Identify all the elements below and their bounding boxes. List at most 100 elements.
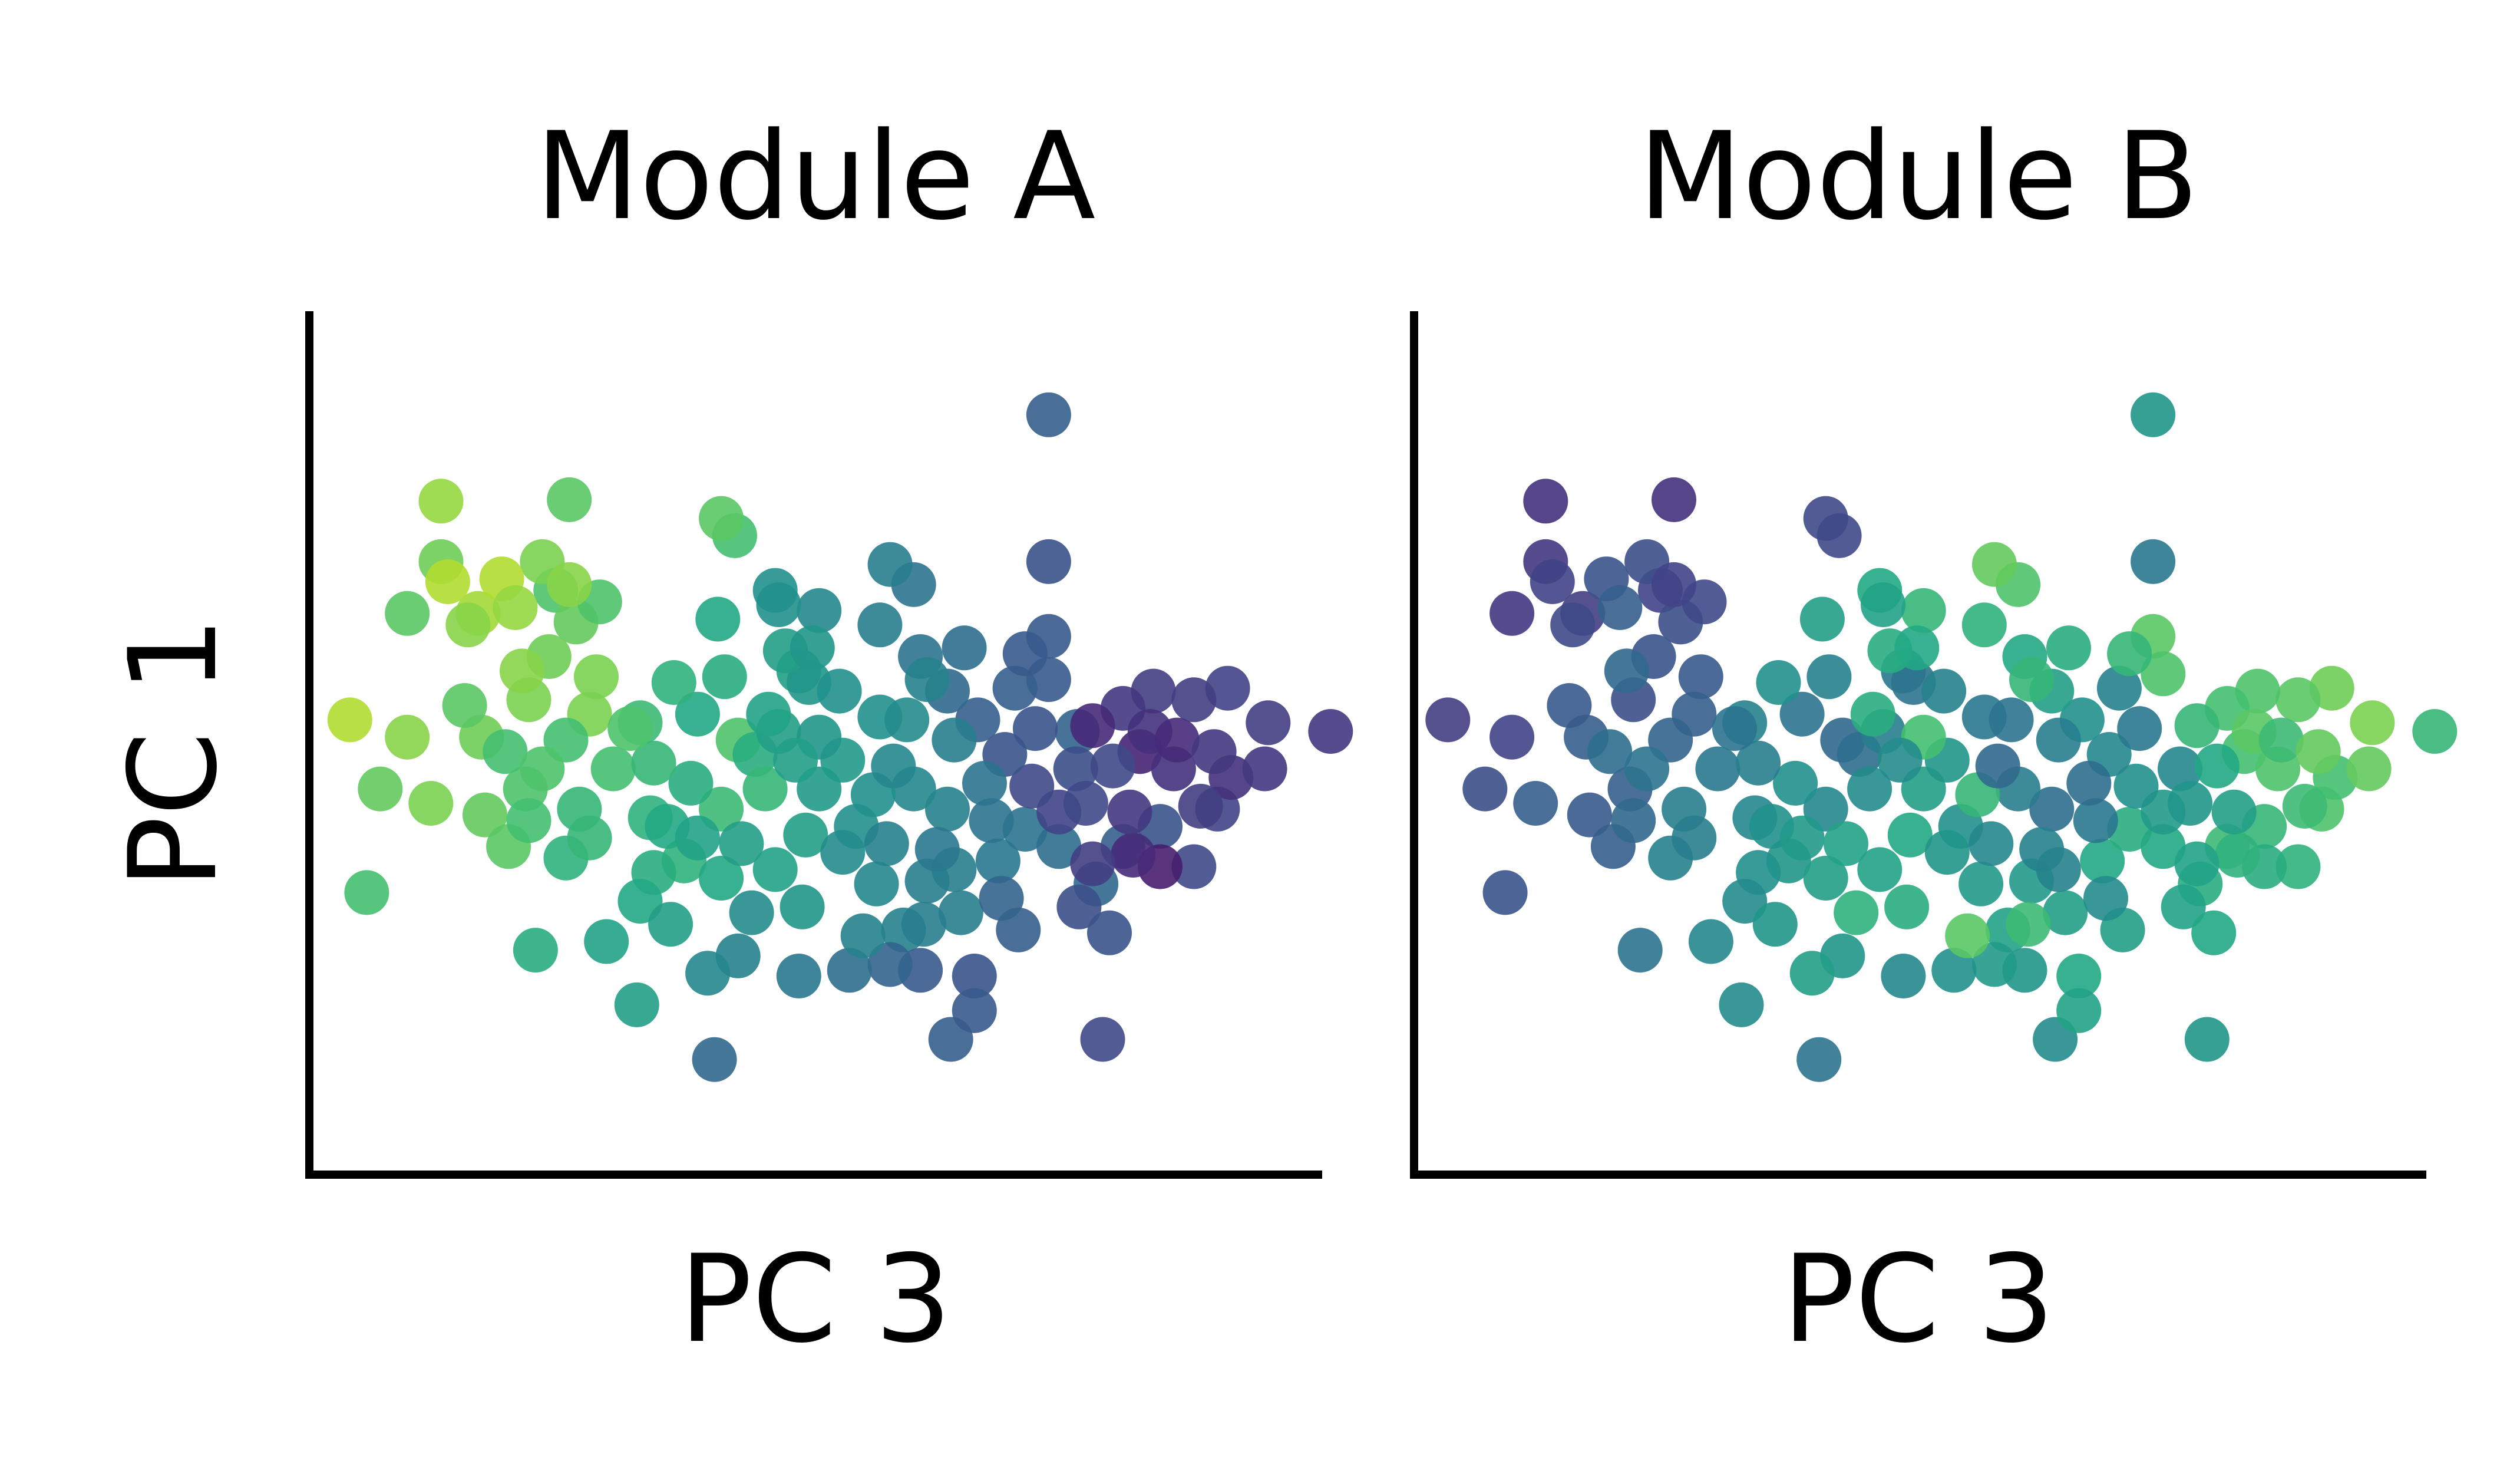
scatter-point: [1154, 717, 1200, 763]
scatter-point: [1712, 706, 1757, 751]
scatter-point: [1425, 697, 1471, 743]
scatter-point: [1462, 766, 1508, 812]
scatter-point: [358, 766, 403, 812]
scatter-point: [2107, 631, 2152, 677]
scatter-point: [1695, 746, 1740, 792]
scatter-point: [1877, 737, 1923, 783]
scatter-point: [1624, 746, 1670, 792]
scatter-point: [1847, 766, 1893, 812]
scatter-point: [2194, 743, 2240, 789]
scatter-point: [631, 740, 676, 786]
scatter-point: [1308, 709, 1353, 754]
scatter-point: [1779, 691, 1825, 737]
scatter-point: [1722, 879, 1768, 924]
scatter-point: [1242, 746, 1287, 792]
scatter-point: [952, 988, 997, 1033]
scatter-point: [2191, 910, 2237, 955]
scatter-point: [547, 477, 592, 522]
panel-module-a: Module A PC 3: [305, 107, 1353, 1370]
scatter-point: [1013, 706, 1058, 751]
scatter-point: [1604, 648, 1649, 694]
scatter-point: [2083, 876, 2128, 921]
scatter-point: [1009, 763, 1055, 809]
scatter-point: [2056, 954, 2102, 998]
scatter-point: [1789, 951, 1835, 996]
scatter-point: [2096, 665, 2142, 711]
scatter-point: [2275, 844, 2321, 889]
scatter-point: [2350, 700, 2395, 746]
scatter-point: [344, 870, 389, 915]
scatter-point: [2019, 827, 2065, 872]
scatter-point: [590, 746, 636, 792]
scatter-point: [1834, 890, 1879, 935]
scatter-point: [1884, 884, 1930, 929]
scatter-point: [483, 729, 528, 774]
scatter-point: [1550, 602, 1596, 648]
scatter-point: [1931, 948, 1977, 993]
scatter-point: [1824, 821, 1868, 866]
scatter-point: [1171, 677, 1217, 723]
scatter-point: [1178, 783, 1223, 829]
scatter-point: [1597, 585, 1643, 630]
scatter-point: [2141, 651, 2186, 697]
scatter-point: [2131, 539, 2176, 584]
scatter-point: [418, 479, 464, 524]
scatter-point: [1901, 588, 1946, 633]
scatter-point: [584, 919, 629, 964]
scatter-point: [1678, 654, 1723, 700]
scatter-point: [1779, 815, 1825, 861]
scatter-point: [2073, 798, 2118, 843]
scatter-point: [1246, 700, 1291, 746]
scatter-point: [1080, 1017, 1125, 1062]
scatter-point: [1111, 833, 1156, 878]
scatter-point: [942, 625, 987, 671]
scatter-point: [2258, 717, 2304, 763]
scatter-point: [857, 602, 903, 648]
scatter-point: [385, 714, 430, 760]
scatter-point: [1921, 668, 1967, 714]
scatter-point: [854, 861, 899, 906]
figure-ylabel: PC 1: [104, 616, 244, 889]
scatter-point: [1736, 740, 1781, 786]
scatter-point: [790, 625, 835, 671]
scatter-point: [746, 691, 791, 737]
scatter-point: [1617, 928, 1663, 973]
scatter-point: [817, 668, 862, 714]
scatter-point: [1924, 830, 1970, 875]
scatter-point: [1513, 781, 1558, 826]
scatter-point: [1972, 942, 2017, 987]
scatter-point: [2174, 703, 2220, 749]
scatter-point: [1969, 821, 2014, 866]
scatter-point: [2036, 717, 2081, 763]
scatter-point: [2275, 677, 2321, 723]
scatter-point: [827, 948, 872, 993]
scatter-point: [1587, 729, 1633, 774]
scatter-point: [1796, 1037, 1842, 1082]
scatter-point: [901, 902, 946, 947]
scatter-point: [445, 602, 491, 648]
scatter-point: [1672, 815, 1717, 861]
scatter-point: [1857, 847, 1903, 892]
scatter-point: [914, 827, 960, 872]
scatter-point: [979, 876, 1024, 921]
scatter-point: [1002, 631, 1048, 677]
scatter-point: [385, 591, 430, 636]
scatter-point: [2211, 789, 2257, 835]
scatter-point: [904, 657, 950, 703]
scatter-point: [1652, 477, 1696, 522]
scatter-point: [1489, 591, 1535, 636]
scatter-point: [1799, 596, 1845, 642]
scatter-point: [699, 496, 744, 541]
scatter-point: [1063, 781, 1108, 826]
scatter-point: [820, 830, 866, 875]
scatter-point: [925, 786, 970, 832]
scatter-point: [773, 737, 818, 783]
scatter-point: [752, 847, 798, 892]
scatter-point: [797, 588, 842, 633]
scatter-point: [617, 879, 663, 924]
scatter-point: [2168, 781, 2213, 826]
scatter-point: [702, 654, 747, 700]
scatter-point: [1989, 697, 2034, 743]
scatter-point: [1961, 602, 2007, 648]
